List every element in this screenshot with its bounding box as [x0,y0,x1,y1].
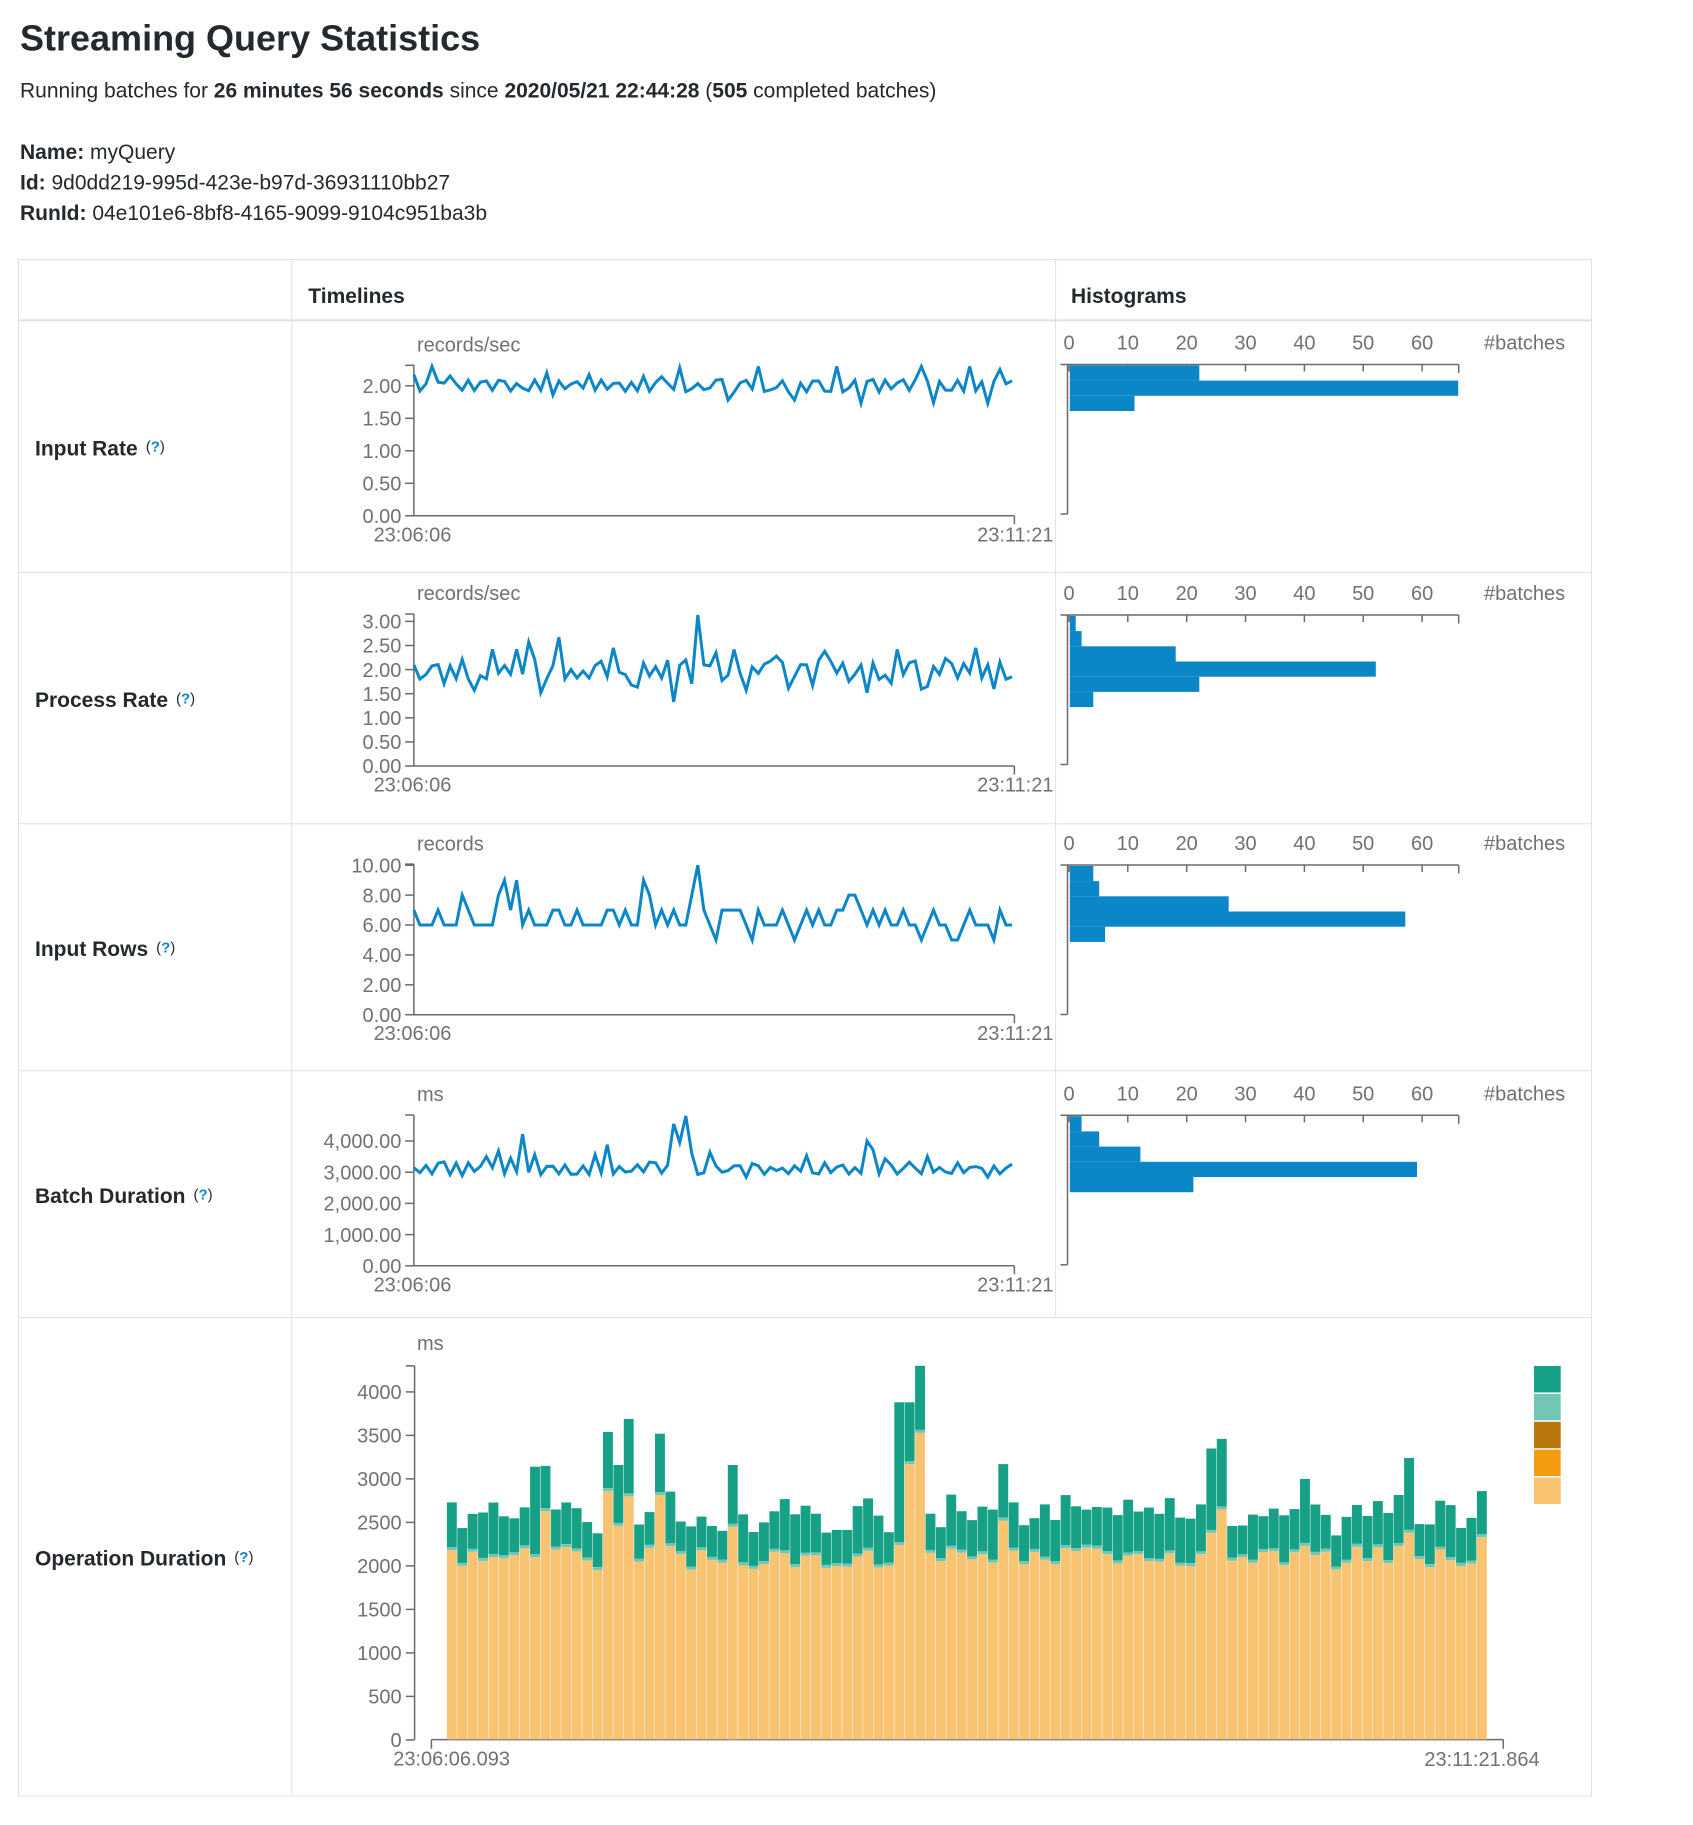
svg-text:40: 40 [1293,583,1315,605]
svg-text:(?): (?) [156,939,175,956]
svg-text:23:11:21.864: 23:11:21.864 [1424,1749,1539,1771]
svg-text:3500: 3500 [357,1426,402,1448]
svg-text:0: 0 [1063,583,1074,605]
svg-text:0: 0 [1063,333,1074,355]
svg-text:4,000.00: 4,000.00 [324,1131,402,1153]
svg-text:0.00: 0.00 [362,506,401,528]
svg-text:0: 0 [390,1730,401,1752]
svg-text:Name: myQuery: Name: myQuery [20,141,176,164]
svg-text:(?): (?) [176,690,195,707]
svg-text:1.00: 1.00 [362,441,401,463]
svg-text:23:06:06: 23:06:06 [374,524,452,546]
svg-text:10: 10 [1117,333,1139,355]
svg-text:2000: 2000 [357,1556,402,1578]
svg-text:0.00: 0.00 [362,1005,401,1027]
svg-text:23:11:21: 23:11:21 [977,1274,1053,1296]
svg-text:23:06:06.093: 23:06:06.093 [393,1749,510,1771]
svg-text:50: 50 [1352,1083,1374,1105]
svg-text:23:06:06: 23:06:06 [374,1023,452,1045]
svg-text:(?): (?) [234,1549,253,1566]
svg-text:500: 500 [368,1687,401,1709]
svg-text:20: 20 [1176,1083,1198,1105]
svg-text:1.50: 1.50 [362,409,401,431]
svg-text:30: 30 [1234,583,1256,605]
svg-text:10: 10 [1117,583,1139,605]
svg-text:2.00: 2.00 [362,376,401,398]
svg-text:Input Rate: Input Rate [35,437,138,460]
svg-text:23:11:21: 23:11:21 [977,775,1053,797]
svg-text:Batch Duration: Batch Duration [35,1185,186,1208]
svg-text:0.50: 0.50 [362,474,401,496]
svg-text:records/sec: records/sec [417,335,520,357]
svg-text:0.00: 0.00 [362,1256,401,1278]
svg-text:Running batches for 26 minutes: Running batches for 26 minutes 56 second… [20,80,936,103]
svg-text:30: 30 [1234,833,1256,855]
svg-text:23:06:06: 23:06:06 [374,1274,452,1296]
svg-text:3000: 3000 [357,1469,402,1491]
svg-text:0.00: 0.00 [362,756,401,778]
svg-text:40: 40 [1293,833,1315,855]
svg-text:records: records [417,833,484,855]
svg-text:4000: 4000 [357,1382,402,1404]
svg-text:Input Rows: Input Rows [35,938,148,961]
svg-text:(?): (?) [194,1186,213,1203]
svg-text:23:11:21: 23:11:21 [977,1023,1053,1045]
svg-text:4.00: 4.00 [362,945,401,967]
svg-text:ms: ms [417,1084,444,1106]
svg-text:6.00: 6.00 [362,915,401,937]
svg-text:1,000.00: 1,000.00 [324,1225,402,1247]
svg-text:3,000.00: 3,000.00 [324,1162,402,1184]
svg-text:2500: 2500 [357,1513,402,1535]
svg-text:#batches: #batches [1484,1083,1565,1105]
svg-text:records/sec: records/sec [417,583,520,605]
svg-text:1000: 1000 [357,1643,402,1665]
svg-text:Id: 9d0dd219-995d-423e-b97d-36: Id: 9d0dd219-995d-423e-b97d-36931110bb27 [20,171,450,194]
svg-text:#batches: #batches [1484,583,1565,605]
svg-text:1.00: 1.00 [362,708,401,730]
svg-text:2.00: 2.00 [362,660,401,682]
svg-text:30: 30 [1234,333,1256,355]
svg-text:50: 50 [1352,583,1374,605]
svg-text:3.00: 3.00 [362,612,401,634]
svg-text:#batches: #batches [1484,333,1565,355]
svg-text:1.50: 1.50 [362,684,401,706]
svg-text:30: 30 [1234,1083,1256,1105]
svg-text:Streaming Query Statistics: Streaming Query Statistics [20,18,480,59]
svg-text:1500: 1500 [357,1600,402,1622]
svg-text:20: 20 [1176,333,1198,355]
svg-text:8.00: 8.00 [362,885,401,907]
svg-text:ms: ms [417,1333,444,1355]
svg-text:50: 50 [1352,333,1374,355]
svg-text:(?): (?) [146,439,165,456]
svg-text:10: 10 [1117,1083,1139,1105]
svg-text:10: 10 [1117,833,1139,855]
svg-text:2.00: 2.00 [362,975,401,997]
svg-text:60: 60 [1411,583,1433,605]
svg-text:Histograms: Histograms [1071,285,1187,308]
svg-text:#batches: #batches [1484,833,1565,855]
svg-text:40: 40 [1293,333,1315,355]
svg-text:60: 60 [1411,333,1433,355]
svg-text:10.00: 10.00 [351,855,401,877]
svg-text:2,000.00: 2,000.00 [324,1194,402,1216]
svg-text:60: 60 [1411,1083,1433,1105]
svg-text:0: 0 [1063,1083,1074,1105]
svg-text:40: 40 [1293,1083,1315,1105]
svg-text:50: 50 [1352,833,1374,855]
svg-text:23:06:06: 23:06:06 [374,775,452,797]
svg-text:Operation Duration: Operation Duration [35,1548,226,1571]
svg-text:20: 20 [1176,833,1198,855]
svg-text:60: 60 [1411,833,1433,855]
svg-text:2.50: 2.50 [362,636,401,658]
svg-text:0: 0 [1063,833,1074,855]
svg-text:20: 20 [1176,583,1198,605]
svg-text:RunId: 04e101e6-8bf8-4165-9099: RunId: 04e101e6-8bf8-4165-9099-9104c951b… [20,202,487,225]
svg-text:23:11:21: 23:11:21 [977,524,1053,546]
svg-text:Process Rate: Process Rate [35,689,168,712]
svg-text:0.50: 0.50 [362,732,401,754]
svg-text:Timelines: Timelines [308,285,405,308]
